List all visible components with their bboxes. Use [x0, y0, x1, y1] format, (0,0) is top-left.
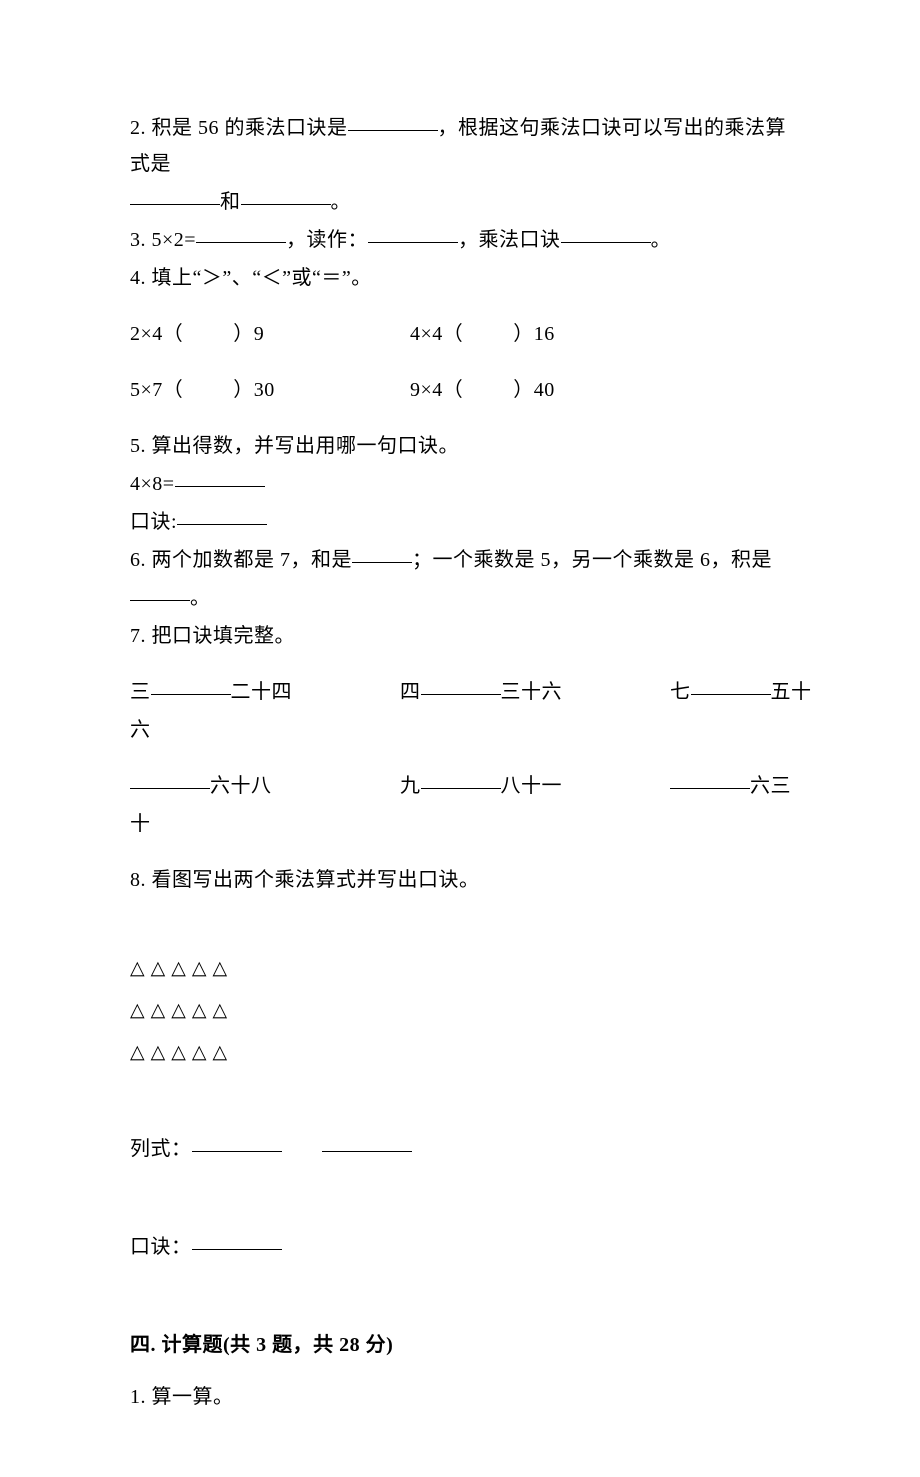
q2-text-c: 和: [220, 191, 241, 213]
q7-r1c2-blank[interactable]: [421, 675, 501, 695]
q7-r1c3-b: 五十: [771, 681, 812, 703]
question-3: 3. 5×2= ，读作： ，乘法口诀 。: [130, 222, 790, 258]
q8-formula-label: 列式：: [130, 1138, 192, 1160]
question-5-line-b: 口诀:: [130, 504, 790, 540]
question-7-title: 7. 把口诀填完整。: [130, 618, 790, 654]
q4-r2c1-b: ）30: [233, 379, 275, 401]
section-4-q1: 1. 算一算。: [130, 1379, 790, 1415]
q3-blank-3[interactable]: [561, 223, 651, 243]
question-8-formula: 列式：: [130, 1131, 790, 1167]
q7-r2c2-b: 八十一: [501, 775, 563, 797]
question-4-title: 4. 填上“＞”、“＜”或“＝”。: [130, 260, 790, 296]
question-2-line2: 和。: [130, 184, 790, 220]
q8-formula-blank-1[interactable]: [192, 1132, 282, 1152]
q8-koujue-label: 口诀：: [130, 1236, 192, 1258]
question-5-title: 5. 算出得数，并写出用哪一句口诀。: [130, 428, 790, 464]
q2-blank-1[interactable]: [348, 111, 438, 131]
q7-r2c3-blank[interactable]: [670, 769, 750, 789]
q6-blank-1[interactable]: [352, 543, 412, 563]
q7-r2c1-blank[interactable]: [130, 769, 210, 789]
q5-b-text: 口诀:: [130, 511, 177, 533]
q3-text-d: 。: [651, 229, 672, 251]
q4-r2c1-a: 5×7（: [130, 379, 183, 401]
q6-blank-2[interactable]: [130, 581, 190, 601]
q4-r1c2-b: ）16: [513, 323, 555, 345]
question-2: 2. 积是 56 的乘法口诀是，根据这句乘法口诀可以写出的乘法算式是: [130, 110, 790, 182]
q5-a-blank[interactable]: [175, 467, 265, 487]
q7-r2c2-a: 九: [400, 775, 421, 797]
q7-r1c3-a: 七: [670, 681, 691, 703]
question-6: 6. 两个加数都是 7，和是 ；一个乘数是 5，另一个乘数是 6，积是: [130, 542, 790, 578]
question-8-koujue: 口诀：: [130, 1229, 790, 1265]
q7-r2c1-b: 六十八: [210, 775, 272, 797]
q2-blank-2[interactable]: [130, 185, 220, 205]
question-8-title: 8. 看图写出两个乘法算式并写出口诀。: [130, 862, 790, 898]
triangle-row-3: △△△△△: [130, 1036, 790, 1070]
q6-text-c: 。: [190, 587, 211, 609]
q7-r1c1-b: 二十四: [231, 681, 293, 703]
q8-formula-blank-2[interactable]: [322, 1132, 412, 1152]
q8-koujue-blank[interactable]: [192, 1230, 282, 1250]
q5-a-text: 4×8=: [130, 473, 175, 495]
question-7-row1: 三二十四 四三十六 七五十: [130, 674, 790, 710]
q6-text-b: ；一个乘数是 5，另一个乘数是 6，积是: [412, 549, 772, 571]
q6-text-a: 6. 两个加数都是 7，和是: [130, 549, 352, 571]
q4-r1c2-a: 4×4（: [410, 323, 463, 345]
question-4-row1: 2×4（ ）9 4×4（ ）16: [130, 316, 790, 352]
triangle-row-1: △△△△△: [130, 952, 790, 986]
q3-text-b: ，读作：: [286, 229, 368, 251]
triangle-row-2: △△△△△: [130, 994, 790, 1028]
q2-blank-3[interactable]: [241, 185, 331, 205]
q3-blank-1[interactable]: [196, 223, 286, 243]
q5-b-blank[interactable]: [177, 505, 267, 525]
section-4-title: 四. 计算题(共 3 题，共 28 分): [130, 1327, 790, 1363]
question-7-row2: 六十八 九 八十一 六三: [130, 768, 790, 804]
q4-r2c2-b: ）40: [513, 379, 555, 401]
question-7-row1-tail: 六: [130, 712, 790, 748]
q7-r1c1-blank[interactable]: [151, 675, 231, 695]
q7-r2c3-b: 六三: [750, 775, 791, 797]
q2-text-d: 。: [331, 191, 352, 213]
q3-blank-2[interactable]: [368, 223, 458, 243]
q7-r1c2-a: 四: [400, 681, 421, 703]
document-body: 2. 积是 56 的乘法口诀是，根据这句乘法口诀可以写出的乘法算式是 和。 3.…: [130, 110, 790, 1415]
q3-text-c: ，乘法口诀: [458, 229, 561, 251]
q3-text-a: 3. 5×2=: [130, 229, 196, 251]
q4-r2c2-a: 9×4（: [410, 379, 463, 401]
q7-r1c3-blank[interactable]: [691, 675, 771, 695]
q4-r1c1-b: ）9: [233, 323, 264, 345]
question-4-row2: 5×7（ ）30 9×4（ ）40: [130, 372, 790, 408]
question-7-row2-tail: 十: [130, 806, 790, 842]
q4-r1c1-a: 2×4（: [130, 323, 183, 345]
question-6-line2: 。: [130, 580, 790, 616]
q7-r1c2-b: 三十六: [501, 681, 563, 703]
q7-r2c2-blank[interactable]: [421, 769, 501, 789]
question-5-line-a: 4×8=: [130, 466, 790, 502]
q2-text-a: 2. 积是 56 的乘法口诀是: [130, 117, 348, 139]
q7-r1c1-a: 三: [130, 681, 151, 703]
